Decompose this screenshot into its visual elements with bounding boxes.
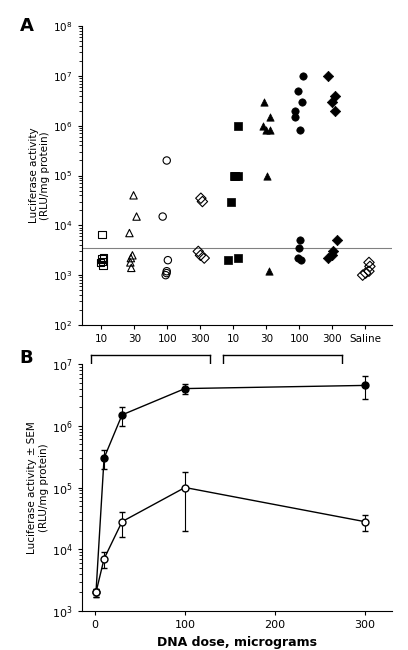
- Point: [334, 235, 340, 246]
- Point: [99, 254, 105, 265]
- Point: [299, 97, 306, 107]
- Point: [164, 255, 171, 265]
- Y-axis label: Luciferase activity
(RLU/mg protein): Luciferase activity (RLU/mg protein): [29, 127, 50, 224]
- X-axis label: DNA dose, micrograms: DNA dose, micrograms: [157, 636, 317, 649]
- Point: [300, 71, 306, 81]
- Point: [126, 228, 133, 239]
- Point: [297, 255, 304, 265]
- Point: [227, 196, 234, 207]
- Point: [325, 71, 331, 81]
- Point: [100, 253, 107, 263]
- Point: [367, 261, 373, 272]
- Text: A: A: [20, 17, 33, 35]
- Point: [235, 253, 241, 263]
- Point: [195, 246, 202, 257]
- Point: [296, 235, 303, 246]
- Y-axis label: Luciferase activity ± SEM
(RLU/mg protein): Luciferase activity ± SEM (RLU/mg protei…: [27, 421, 49, 554]
- Point: [260, 120, 267, 131]
- Point: [133, 211, 140, 222]
- Point: [163, 268, 170, 278]
- Point: [235, 170, 241, 181]
- Point: [292, 105, 298, 116]
- Point: [130, 190, 137, 201]
- Point: [366, 266, 372, 276]
- Point: [235, 120, 241, 131]
- Point: [231, 170, 237, 181]
- Point: [164, 155, 170, 166]
- Text: Compacted DNA: Compacted DNA: [240, 370, 326, 380]
- Point: [266, 266, 272, 276]
- Point: [331, 105, 338, 116]
- Point: [295, 86, 301, 96]
- Point: [292, 112, 299, 122]
- Point: [332, 90, 338, 101]
- Text: DNA alone: DNA alone: [124, 370, 178, 380]
- Point: [128, 253, 134, 263]
- Point: [99, 229, 105, 240]
- Point: [232, 170, 239, 181]
- Point: [297, 125, 304, 136]
- Point: [325, 253, 331, 263]
- Point: [366, 257, 372, 268]
- Point: [160, 211, 166, 222]
- Point: [328, 97, 335, 107]
- Point: [197, 193, 204, 203]
- Point: [162, 270, 169, 280]
- Point: [260, 97, 267, 107]
- Point: [263, 125, 269, 136]
- Point: [225, 255, 232, 265]
- Point: [264, 170, 271, 181]
- Point: [99, 256, 106, 266]
- Point: [201, 253, 208, 263]
- Point: [128, 263, 135, 273]
- Point: [267, 125, 274, 136]
- Point: [100, 260, 106, 270]
- Point: [199, 196, 206, 207]
- Point: [329, 250, 335, 261]
- Point: [129, 250, 136, 261]
- Point: [164, 266, 170, 276]
- Point: [362, 268, 369, 278]
- Point: [295, 253, 301, 263]
- Point: [295, 243, 302, 254]
- Point: [98, 257, 104, 268]
- Point: [197, 250, 204, 261]
- Point: [267, 112, 273, 122]
- Point: [329, 246, 336, 257]
- Text: DNA dose, micrograms: DNA dose, micrograms: [157, 406, 317, 419]
- Text: B: B: [20, 349, 33, 367]
- Point: [359, 270, 366, 280]
- Point: [232, 170, 239, 181]
- Point: [127, 257, 133, 268]
